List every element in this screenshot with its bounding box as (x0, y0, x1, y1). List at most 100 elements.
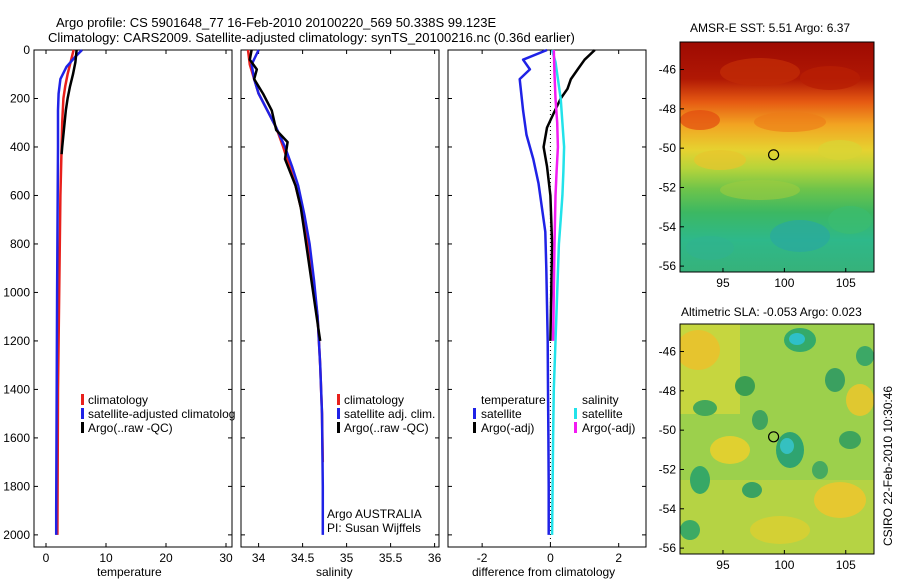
x-tick-label: 0 (43, 551, 50, 565)
depth-axis: 0 200 400 600 800 1000 1200 1400 1600 1800 2000 (3, 43, 232, 542)
legend-label-temp-argo: Argo(-adj) (481, 421, 534, 435)
legend-swatch-satellite-adj (337, 408, 340, 419)
x-tick-label: 36 (428, 551, 442, 565)
map-x-tick-label: 100 (774, 558, 794, 572)
salinity-panel: 34 34.5 35 35.5 36 salinity climatology sate… (240, 49, 442, 579)
sla-map-frame (679, 323, 875, 555)
map-y-tick-label: -54 (659, 502, 677, 516)
difference-xlabel: difference from climatology (472, 565, 615, 579)
y-tick-label: 400 (10, 140, 30, 154)
temperature-xlabel: temperature (97, 565, 162, 579)
salinity-legend: climatology satellite adj. clim. Argo(..… (337, 393, 435, 435)
y-tick-label: 2000 (3, 528, 30, 542)
legend-label-argo: Argo(..raw -QC) (88, 421, 173, 435)
legend-swatch-temp-argo (473, 422, 476, 433)
salinity-xlabel: salinity (316, 565, 353, 579)
figure-title: Argo profile: CS 5901648_77 16-Feb-2010 … (56, 15, 497, 30)
sst-map-panel: AMSR-E SST: 5.51 Argo: 6.37 95 100 105 -46 -… (659, 21, 875, 290)
map-y-tick-label: -50 (659, 141, 677, 155)
legend-swatch-satellite-adjusted (81, 408, 84, 419)
figure-subtitle: Climatology: CARS2009. Satellite-adjuste… (48, 30, 575, 45)
salinity-x-axis: 34 34.5 35 35.5 36 (252, 50, 442, 565)
legend-label-climatology: climatology (88, 393, 148, 407)
difference-temperature-legend: temperature satellite Argo(-adj) (473, 393, 546, 435)
x-tick-label: 10 (99, 551, 113, 565)
map-y-tick-label: -54 (659, 220, 677, 234)
y-tick-label: 1000 (3, 285, 30, 299)
map-y-tick-label: -52 (659, 180, 677, 194)
salinity-series (246, 49, 325, 535)
legend-swatch-climatology (337, 394, 340, 405)
series-line-argo-raw-qc- (60, 49, 78, 155)
x-tick-label: 34.5 (291, 551, 315, 565)
map-y-tick-label: -56 (659, 541, 677, 555)
sla-map-panel: Altimetric SLA: -0.053 Argo: 0.023 (659, 305, 875, 572)
series-line-satellite-adjusted-climatolog (54, 49, 83, 535)
legend-swatch-argo (81, 422, 84, 433)
y-tick-label: 800 (10, 237, 30, 251)
map-x-tick-label: 105 (836, 276, 856, 290)
series-line-temperature-argo-adj- (542, 49, 596, 341)
legend-title-temperature: temperature (481, 393, 546, 407)
difference-x-axis: -2 0 2 (477, 50, 622, 565)
temperature-legend: climatology satellite-adjusted climatolo… (81, 393, 235, 435)
map-y-tick-label: -46 (659, 63, 677, 77)
legend-swatch-climatology (81, 394, 84, 405)
sst-map-frame (679, 41, 875, 273)
legend-label-sal-argo: Argo(-adj) (582, 421, 635, 435)
argo-float-marker (767, 431, 780, 443)
temperature-x-axis: 0 10 20 30 (43, 50, 233, 565)
y-tick-label: 0 (23, 43, 30, 57)
series-line-salinity-satellite (550, 49, 566, 535)
sla-map-title: Altimetric SLA: -0.053 Argo: 0.023 (681, 305, 862, 319)
x-tick-label: 2 (615, 551, 622, 565)
temperature-panel: 0 200 400 600 800 1000 1200 1400 1600 1800 2000 0 1… (3, 43, 235, 579)
sst-heatmap (680, 42, 874, 272)
legend-label-satellite-adj: satellite adj. clim. (344, 407, 435, 421)
difference-series (518, 48, 596, 535)
map-x-tick-label: 95 (716, 276, 730, 290)
x-tick-label: 30 (219, 551, 233, 565)
series-line-climatology (56, 49, 75, 535)
series-line-salinity-argo-adj- (551, 49, 560, 341)
map-x-tick-label: 100 (774, 276, 794, 290)
map-y-tick-label: -56 (659, 259, 677, 273)
difference-depth-ticks (448, 49, 646, 536)
y-tick-label: 600 (10, 188, 30, 202)
map-y-tick-label: -52 (659, 462, 677, 476)
legend-label-temp-satellite: satellite (481, 407, 522, 421)
map-x-tick-label: 105 (836, 558, 856, 572)
timestamp-label: CSIRO 22-Feb-2010 10:30:46 (881, 386, 895, 546)
series-line-satellite-adj-clim- (250, 49, 325, 535)
legend-swatch-sal-argo (574, 422, 577, 433)
x-tick-label: 34 (252, 551, 266, 565)
difference-salinity-legend: salinity satellite Argo(-adj) (574, 393, 635, 435)
sst-map-axes: 95 100 105 -46 -48 -50 -52 -54 -56 (659, 63, 856, 290)
x-tick-label: -2 (477, 551, 488, 565)
legend-label-climatology: climatology (344, 393, 404, 407)
pi-annotation: PI: Susan Wijffels (327, 521, 421, 535)
temperature-series (54, 49, 83, 535)
argo-australia-annotation: Argo AUSTRALIA (327, 507, 422, 521)
legend-label-argo: Argo(..raw -QC) (344, 421, 429, 435)
legend-swatch-temp-satellite (473, 408, 476, 419)
temperature-axes-frame (33, 49, 233, 548)
sst-map-title: AMSR-E SST: 5.51 Argo: 6.37 (690, 21, 850, 35)
y-tick-label: 1600 (3, 431, 30, 445)
map-y-tick-label: -46 (659, 345, 677, 359)
legend-title-salinity: salinity (582, 393, 619, 407)
argo-float-marker (767, 149, 780, 161)
series-line-temperature-satellite (518, 48, 550, 535)
y-tick-label: 1800 (3, 479, 30, 493)
map-y-tick-label: -50 (659, 423, 677, 437)
y-tick-label: 1400 (3, 382, 30, 396)
map-y-tick-label: -48 (659, 384, 677, 398)
map-x-tick-label: 95 (716, 558, 730, 572)
legend-swatch-sal-satellite (574, 408, 577, 419)
legend-label-satellite-adjusted: satellite-adjusted climatolog (88, 407, 235, 421)
salinity-axes-frame (240, 49, 440, 548)
legend-swatch-argo (337, 422, 340, 433)
y-tick-label: 200 (10, 91, 30, 105)
series-line-argo-raw-qc- (248, 49, 322, 342)
